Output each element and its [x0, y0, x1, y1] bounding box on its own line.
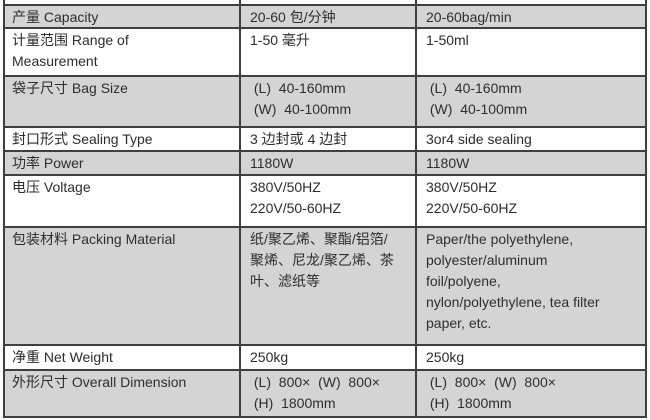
spec-param-sealing-type: 封口形式 Sealing Type [5, 128, 241, 152]
spec-value-cn-packing-material: 纸/聚乙烯、聚酯/铝箔/ 聚烯、尼龙/聚乙烯、茶 叶、滤纸等 [241, 228, 417, 346]
spec-param-voltage: 电压 Voltage [5, 176, 241, 228]
spec-value-en-sealing-type: 3or4 side sealing [417, 128, 647, 152]
cropped-cell [241, 0, 417, 6]
spec-param-packing-material: 包装材料 Packing Material [5, 228, 241, 346]
cropped-cell [417, 0, 647, 6]
spec-value-cn-range-of-measurement: 1-50 毫升 [241, 29, 417, 77]
table-row-voltage: 电压 Voltage 380V/50HZ 220V/50-60HZ 380V/5… [5, 176, 647, 228]
spec-value-cn-overall-dimension: (L) 800× (W) 800× (H) 1800mm [241, 371, 417, 418]
spec-value-en-range-of-measurement: 1-50ml [417, 29, 647, 77]
spec-param-bag-size: 袋子尺寸 Bag Size [5, 77, 241, 128]
spec-param-range-of-measurement: 计量范围 Range of Measurement [5, 29, 241, 77]
spec-value-en-overall-dimension: (L) 800× (W) 800× (H) 1800mm [417, 371, 647, 418]
spec-value-en-net-weight: 250kg [417, 346, 647, 371]
table-row-packing-material: 包装材料 Packing Material 纸/聚乙烯、聚酯/铝箔/ 聚烯、尼龙… [5, 228, 647, 346]
product-spec-table: 产量 Capacity 20-60 包/分钟 20-60bag/min 计量范围… [3, 0, 647, 418]
table-row-net-weight: 净重 Net Weight 250kg 250kg [5, 346, 647, 371]
table-row-capacity: 产量 Capacity 20-60 包/分钟 20-60bag/min [5, 6, 647, 29]
spec-param-power: 功率 Power [5, 152, 241, 176]
spec-value-en-packing-material: Paper/the polyethylene, polyester/alumin… [417, 228, 647, 346]
spec-value-en-voltage: 380V/50HZ 220V/50-60HZ [417, 176, 647, 228]
spec-value-cn-bag-size: (L) 40-160mm (W) 40-100mm [241, 77, 417, 128]
spec-value-cn-net-weight: 250kg [241, 346, 417, 371]
cropped-row-top [5, 0, 647, 6]
table-row-power: 功率 Power 1180W 1180W [5, 152, 647, 176]
spec-param-capacity: 产量 Capacity [5, 6, 241, 29]
spec-value-cn-power: 1180W [241, 152, 417, 176]
spec-value-cn-voltage: 380V/50HZ 220V/50-60HZ [241, 176, 417, 228]
spec-value-cn-sealing-type: 3 边封或 4 边封 [241, 128, 417, 152]
spec-value-en-power: 1180W [417, 152, 647, 176]
spec-param-net-weight: 净重 Net Weight [5, 346, 241, 371]
spec-value-cn-capacity: 20-60 包/分钟 [241, 6, 417, 29]
spec-param-overall-dimension: 外形尺寸 Overall Dimension [5, 371, 241, 418]
table-row-range-of-measurement: 计量范围 Range of Measurement 1-50 毫升 1-50ml [5, 29, 647, 77]
table-row-overall-dimension: 外形尺寸 Overall Dimension (L) 800× (W) 800×… [5, 371, 647, 418]
spec-value-en-bag-size: (L) 40-160mm (W) 40-100mm [417, 77, 647, 128]
table-row-sealing-type: 封口形式 Sealing Type 3 边封或 4 边封 3or4 side s… [5, 128, 647, 152]
spec-value-en-capacity: 20-60bag/min [417, 6, 647, 29]
cropped-cell [5, 0, 241, 6]
table-row-bag-size: 袋子尺寸 Bag Size (L) 40-160mm (W) 40-100mm … [5, 77, 647, 128]
